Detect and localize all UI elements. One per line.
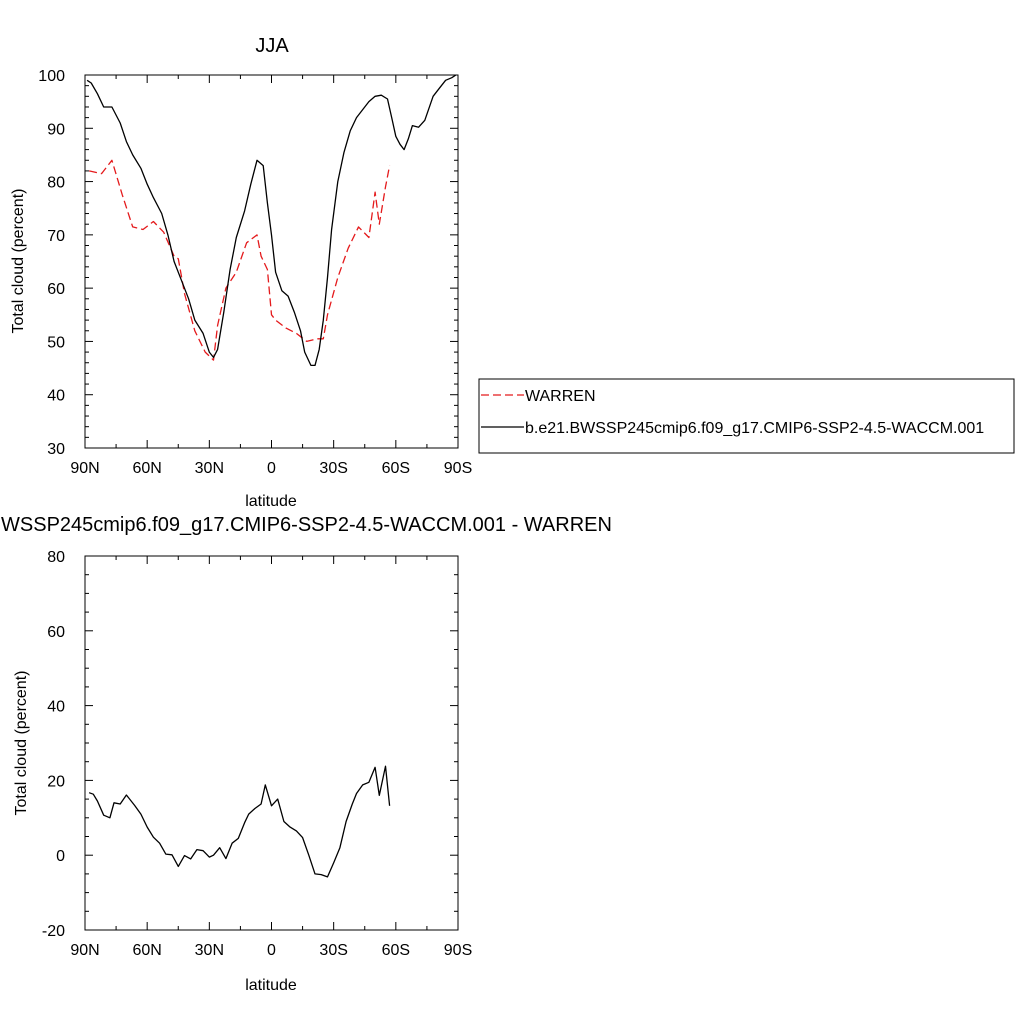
top-plot-frame <box>84 74 459 449</box>
y-tick-label: 100 <box>38 68 65 85</box>
bottom-x-axis-title: latitude <box>245 977 297 994</box>
x-tick-label: 30N <box>195 460 224 477</box>
y-tick-label: 80 <box>47 175 65 192</box>
legend-model-label: b.e21.BWSSP245cmip6.f09_g17.CMIP6-SSP2-4… <box>525 420 984 437</box>
y-tick-label: 30 <box>47 441 65 458</box>
legend-warren-label: WARREN <box>525 388 596 405</box>
x-tick-label: 60N <box>132 460 161 477</box>
y-tick-label: 90 <box>47 121 65 138</box>
x-tick-label: 0 <box>267 942 276 959</box>
legend-box <box>478 378 1015 454</box>
y-tick-label: 70 <box>47 228 65 245</box>
x-tick-label: 30S <box>319 942 347 959</box>
y-tick-label: -20 <box>42 923 65 940</box>
x-tick-label: 90S <box>444 942 472 959</box>
top-series-line-model <box>86 74 457 367</box>
legend: WARREN b.e21.BWSSP245cmip6.f09_g17.CMIP6… <box>478 378 1015 454</box>
top-axes-ticks: 90N 60N 30N 0 30S 60S 90S 30 40 50 60 70 80 90 100 <box>38 68 472 477</box>
top-series-line-warren <box>88 159 391 361</box>
bottom-chart-title: b.e21.BWSSP245cmip6.f09_g17.CMIP6-SSP2-4… <box>0 514 612 536</box>
bottom-series-group <box>88 765 391 878</box>
x-tick-label: 90S <box>444 460 472 477</box>
x-tick-label: 60S <box>382 942 410 959</box>
x-tick-label: 0 <box>267 460 276 477</box>
y-tick-label: 40 <box>47 388 65 405</box>
bottom-plot-frame <box>84 555 459 931</box>
bottom-axes-ticks: 90N 60N 30N 0 30S 60S 90S -20 0 20 40 60 80 <box>42 549 472 959</box>
bottom-y-axis-title: Total cloud (percent) <box>13 671 30 816</box>
y-tick-label: 0 <box>56 848 65 865</box>
top-series-group <box>86 74 457 367</box>
x-tick-label: 90N <box>70 460 99 477</box>
x-tick-label: 60N <box>132 942 161 959</box>
top-chart-title: JJA <box>255 35 289 57</box>
y-tick-label: 40 <box>47 699 65 716</box>
y-tick-label: 50 <box>47 334 65 351</box>
panel-bottom-chart: b.e21.BWSSP245cmip6.f09_g17.CMIP6-SSP2-4… <box>0 514 612 994</box>
bottom-series-line-model <box>88 765 391 878</box>
x-tick-label: 60S <box>382 460 410 477</box>
top-x-axis-title: latitude <box>245 493 297 510</box>
y-tick-label: 20 <box>47 773 65 790</box>
x-tick-label: 30S <box>319 460 347 477</box>
y-tick-label: 80 <box>47 549 65 566</box>
x-tick-label: 90N <box>70 942 99 959</box>
y-tick-label: 60 <box>47 281 65 298</box>
panel-top-chart: JJA 90N 60N 30N 0 30S 60S 90S 30 40 50 60 70 80 90 100… <box>10 35 472 510</box>
y-tick-label: 60 <box>47 624 65 641</box>
x-tick-label: 30N <box>195 942 224 959</box>
top-y-axis-title: Total cloud (percent) <box>10 189 27 334</box>
